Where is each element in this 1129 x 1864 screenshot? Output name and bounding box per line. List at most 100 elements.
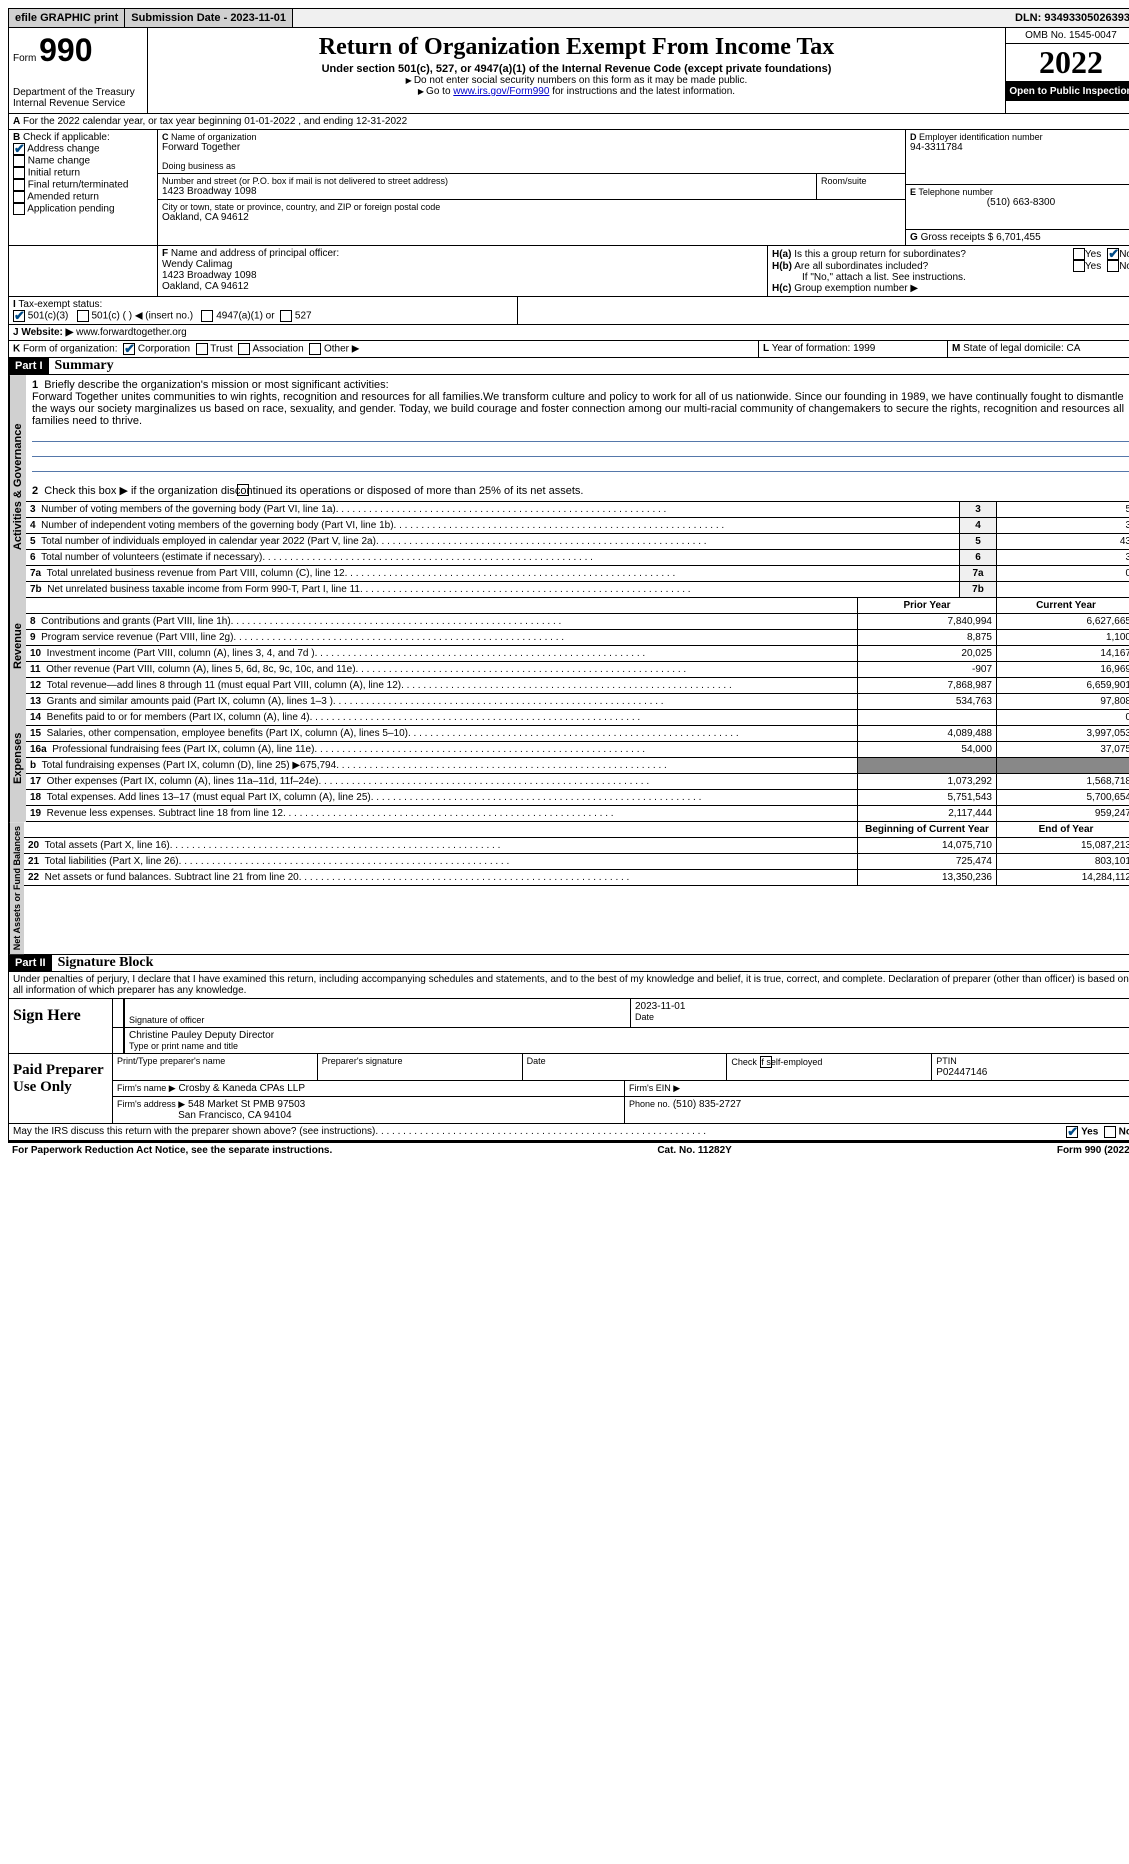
state-domicile: CA [1067, 343, 1081, 354]
table-row: 7a Total unrelated business revenue from… [26, 566, 1129, 582]
table-row: 21 Total liabilities (Part X, line 26)72… [24, 854, 1129, 870]
table-row: 19 Revenue less expenses. Subtract line … [26, 806, 1129, 822]
prep-phone: (510) 835-2727 [673, 1099, 741, 1110]
sign-here-block: Sign Here Signature of officer 2023-11-0… [8, 999, 1129, 1054]
table-row: 15 Salaries, other compensation, employe… [26, 726, 1129, 742]
activities-governance-section: Activities & Governance 1 Briefly descri… [8, 375, 1129, 598]
net-table: Beginning of Current YearEnd of Year20 T… [24, 822, 1129, 886]
501c3-check[interactable] [13, 310, 25, 322]
amended-check[interactable] [13, 191, 25, 203]
gov-tab: Activities & Governance [9, 375, 26, 598]
cat-no: Cat. No. 11282Y [657, 1145, 731, 1156]
gross-receipts: 6,701,455 [996, 232, 1041, 243]
goto-note: Go to www.irs.gov/Form990 for instructio… [152, 86, 1001, 97]
form-header: Form 990 Department of the Treasury Inte… [8, 28, 1129, 114]
phone: (510) 663-8300 [910, 197, 1129, 208]
box-f: F Name and address of principal officer:… [157, 246, 768, 296]
form-title: Return of Organization Exempt From Incom… [152, 34, 1001, 61]
q2-check[interactable] [237, 484, 249, 496]
table-row: 20 Total assets (Part X, line 16)14,075,… [24, 838, 1129, 854]
org-city: Oakland, CA 94612 [162, 212, 901, 223]
corp-check[interactable] [123, 343, 135, 355]
trust-check[interactable] [196, 343, 208, 355]
hb-no-check[interactable] [1107, 260, 1119, 272]
form-subtitle: Under section 501(c), 527, or 4947(a)(1)… [152, 63, 1001, 75]
form-ref: Form 990 (2022) [1057, 1145, 1129, 1156]
irs-label: Internal Revenue Service [13, 98, 143, 109]
table-row: 8 Contributions and grants (Part VIII, l… [26, 614, 1129, 630]
irs-link[interactable]: www.irs.gov/Form990 [453, 86, 549, 97]
box-b: B Check if applicable: Address change Na… [9, 130, 158, 245]
rev-tab: Revenue [9, 598, 26, 694]
self-employed-check[interactable] [760, 1056, 772, 1068]
other-check[interactable] [309, 343, 321, 355]
efile-print-button[interactable]: efile GRAPHIC print [9, 9, 125, 27]
paid-preparer-block: Paid Preparer Use Only Print/Type prepar… [8, 1054, 1129, 1124]
527-check[interactable] [280, 310, 292, 322]
firm-addr1: 548 Market St PMB 97503 [188, 1099, 305, 1110]
table-row: 11 Other revenue (Part VIII, column (A),… [26, 662, 1129, 678]
initial-check[interactable] [13, 167, 25, 179]
irs-no-check[interactable] [1104, 1126, 1116, 1138]
table-row: 7b Net unrelated business taxable income… [26, 582, 1129, 598]
paperwork-notice: For Paperwork Reduction Act Notice, see … [12, 1145, 332, 1156]
rev-table: Prior YearCurrent Year8 Contributions an… [26, 598, 1129, 694]
final-check[interactable] [13, 179, 25, 191]
table-row: 18 Total expenses. Add lines 13–17 (must… [26, 790, 1129, 806]
table-row: 22 Net assets or fund balances. Subtract… [24, 870, 1129, 886]
501c-check[interactable] [77, 310, 89, 322]
table-row: 13 Grants and similar amounts paid (Part… [26, 694, 1129, 710]
officer-name: Wendy Calimag [162, 259, 763, 270]
assoc-check[interactable] [238, 343, 250, 355]
form-meta-block: OMB No. 1545-0047 2022 Open to Public In… [1005, 28, 1129, 113]
ha-no-check[interactable] [1107, 248, 1119, 260]
table-row: 5 Total number of individuals employed i… [26, 534, 1129, 550]
org-info-row: B Check if applicable: Address change Na… [8, 130, 1129, 246]
ein: 94-3311784 [910, 142, 1129, 153]
form-number: 990 [39, 32, 92, 68]
4947-check[interactable] [201, 310, 213, 322]
net-assets-section: Net Assets or Fund Balances Beginning of… [8, 822, 1129, 955]
table-row: 14 Benefits paid to or for members (Part… [26, 710, 1129, 726]
declaration: Under penalties of perjury, I declare th… [8, 972, 1129, 999]
ha-yes-check[interactable] [1073, 248, 1085, 260]
public-inspection: Open to Public Inspection [1006, 82, 1129, 101]
officer-name-title: Christine Pauley Deputy Director [129, 1030, 1129, 1041]
dln: DLN: 93493305026393 [1009, 9, 1129, 27]
line-a-text: A For the 2022 calendar year, or tax yea… [9, 114, 1129, 129]
top-bar: efile GRAPHIC print Submission Date - 20… [8, 8, 1129, 28]
box-deg: D Employer identification number 94-3311… [906, 130, 1129, 245]
sign-here-label: Sign Here [9, 999, 113, 1053]
page-footer: For Paperwork Reduction Act Notice, see … [8, 1141, 1129, 1158]
form-type-row: K Form of organization: Corporation Trus… [8, 341, 1129, 358]
year-formation: 1999 [853, 343, 875, 354]
box-m: M State of legal domicile: CA [948, 341, 1129, 357]
table-row: 10 Investment income (Part VIII, column … [26, 646, 1129, 662]
table-row: 17 Other expenses (Part IX, column (A), … [26, 774, 1129, 790]
irs-yes-check[interactable] [1066, 1126, 1078, 1138]
website[interactable]: www.forwardtogether.org [76, 327, 187, 338]
table-row: 9 Program service revenue (Part VIII, li… [26, 630, 1129, 646]
dept-treasury: Department of the Treasury [13, 87, 143, 98]
table-row: 12 Total revenue—add lines 8 through 11 … [26, 678, 1129, 694]
line-a: A For the 2022 calendar year, or tax yea… [8, 114, 1129, 130]
officer-row: F Name and address of principal officer:… [8, 246, 1129, 297]
gov-table: 3 Number of voting members of the govern… [26, 502, 1129, 598]
addr-change-check[interactable] [13, 143, 25, 155]
table-row: 4 Number of independent voting members o… [26, 518, 1129, 534]
part1-header: Part I Summary [8, 358, 1129, 375]
submission-date: Submission Date - 2023-11-01 [125, 9, 293, 27]
name-change-check[interactable] [13, 155, 25, 167]
hb-yes-check[interactable] [1073, 260, 1085, 272]
table-row: 16a Professional fundraising fees (Part … [26, 742, 1129, 758]
paid-preparer-label: Paid Preparer Use Only [9, 1054, 113, 1123]
app-pending-check[interactable] [13, 203, 25, 215]
sig-date: 2023-11-01 [635, 1001, 1129, 1012]
net-tab: Net Assets or Fund Balances [9, 822, 24, 954]
box-l: L Year of formation: 1999 [759, 341, 948, 357]
firm-name: Crosby & Kaneda CPAs LLP [178, 1083, 305, 1094]
box-h: H(a) Is this a group return for subordin… [768, 246, 1129, 296]
ptin: P02447146 [936, 1067, 987, 1078]
ssn-note: Do not enter social security numbers on … [152, 75, 1001, 86]
box-c: C Name of organization Forward Together … [158, 130, 906, 245]
